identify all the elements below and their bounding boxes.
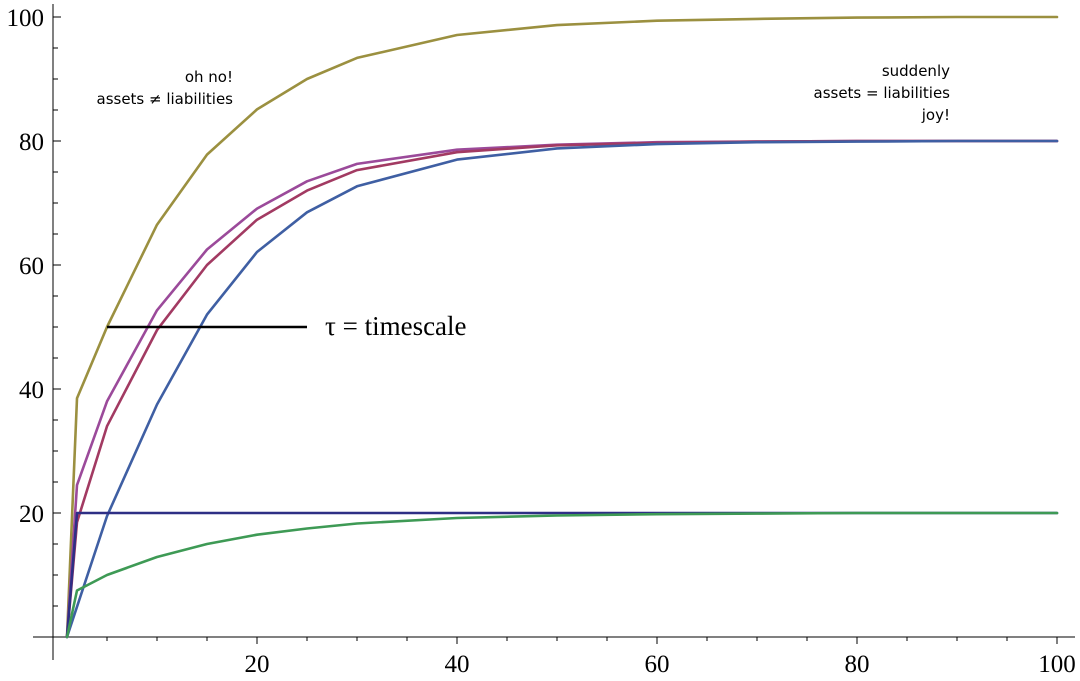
y-tick-label: 40 xyxy=(19,377,44,404)
x-tick-label: 40 xyxy=(445,651,470,678)
annotation-suddenly: joy! xyxy=(921,106,950,124)
series-line-5 xyxy=(65,511,1059,639)
x-tick-label: 80 xyxy=(845,651,870,678)
y-tick-label: 60 xyxy=(19,253,44,280)
series-line-3 xyxy=(65,139,1059,639)
series-line-1 xyxy=(65,15,1059,639)
x-tick-label: 100 xyxy=(1038,651,1076,678)
series-line-6 xyxy=(65,511,1059,639)
series-group xyxy=(65,15,1059,639)
axes: 20 40 60 80 100 20 40 60 80 100 xyxy=(7,4,1076,678)
annotation-oh-no: oh no! xyxy=(185,68,233,86)
annotation-timescale: τ = timescale xyxy=(325,311,467,341)
annotations: oh no! assets ≠ liabilities suddenly assets… xyxy=(97,62,951,341)
annotation-oh-no: assets ≠ liabilities xyxy=(97,90,234,108)
annotation-suddenly: suddenly xyxy=(882,62,950,80)
x-tick-label: 60 xyxy=(645,651,670,678)
series-line-4 xyxy=(65,139,1059,639)
x-tick-label: 20 xyxy=(245,651,270,678)
annotation-suddenly: assets = liabilities xyxy=(814,84,951,102)
y-tick-label: 80 xyxy=(19,129,44,156)
series-line-2 xyxy=(65,139,1059,639)
y-tick-label: 20 xyxy=(19,501,44,528)
y-tick-label: 100 xyxy=(7,5,45,32)
